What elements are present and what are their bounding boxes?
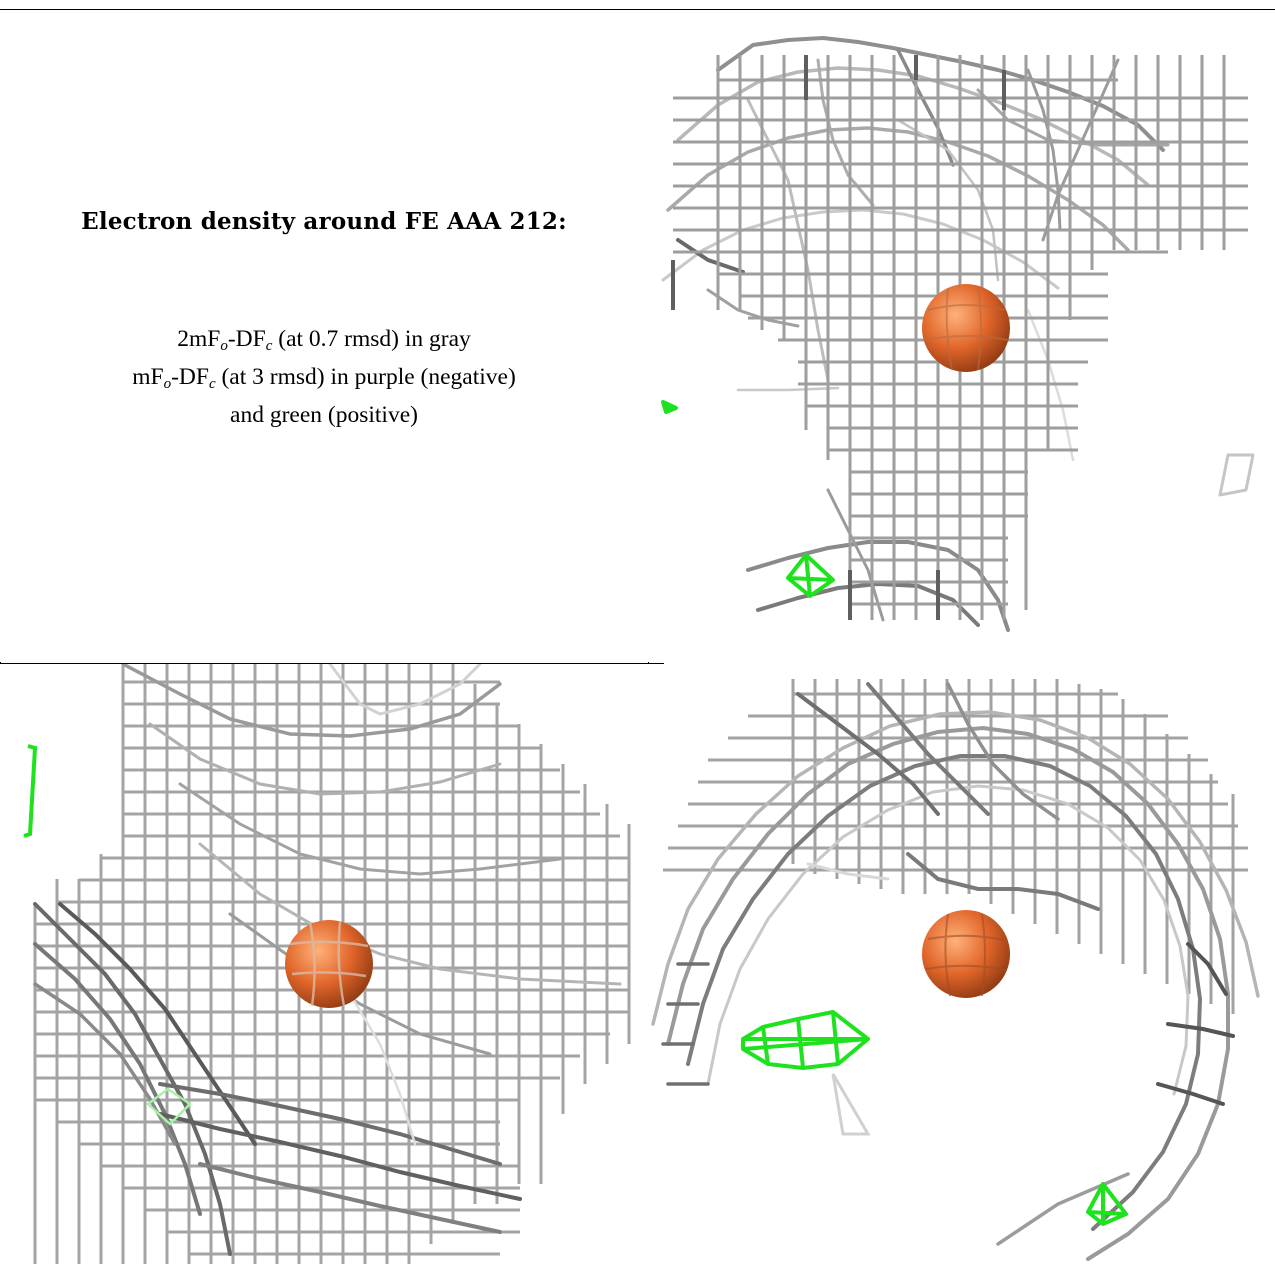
grid-lines [673,55,1248,620]
positive-difference-density [741,1010,1128,1226]
density-mesh-view [651,679,1260,1261]
mesh-ring [651,682,1260,1261]
mesh-over-atom [289,921,369,1007]
table-top-border [0,9,1275,10]
figure-title: Electron density around FE AAA 212: [81,208,567,235]
iron-atom-sphere [922,284,1010,372]
legend-line-2fo-fc: 2mFo-DFc (at 0.7 rmsd) in gray [177,326,471,354]
iron-atom-sphere [922,910,1010,998]
table-horizontal-rule-right [648,663,664,664]
mesh-dark-strands [33,664,622,1256]
table-horizontal-rule [0,663,648,664]
figure-legend: 2mFo-DFc (at 0.7 rmsd) in gray mFo-DFc (… [0,320,648,434]
density-mesh-view [23,664,631,1264]
caption-cell: Electron density around FE AAA 212: 2mFo… [0,10,648,662]
grid-lines [33,664,631,1264]
mesh-over-atom [923,287,1009,371]
mesh-over-atom [925,913,1007,997]
density-mesh-view [661,36,1255,632]
mesh-grid [661,36,1255,632]
density-view-bottom-left [0,664,648,1264]
legend-line-colors: and green (positive) [230,402,418,428]
mesh-dark-edges [671,55,1006,620]
legend-line-fo-fc: mFo-DFc (at 3 rmsd) in purple (negative) [132,364,516,392]
grid-lines-top [663,679,1248,1014]
iron-atom-sphere [285,920,373,1008]
positive-difference-density [23,744,192,1126]
density-view-bottom-right [648,664,1275,1264]
positive-difference-density [661,400,835,598]
density-view-top-right [648,10,1275,662]
